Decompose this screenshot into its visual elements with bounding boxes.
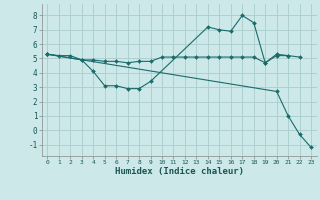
X-axis label: Humidex (Indice chaleur): Humidex (Indice chaleur)	[115, 167, 244, 176]
